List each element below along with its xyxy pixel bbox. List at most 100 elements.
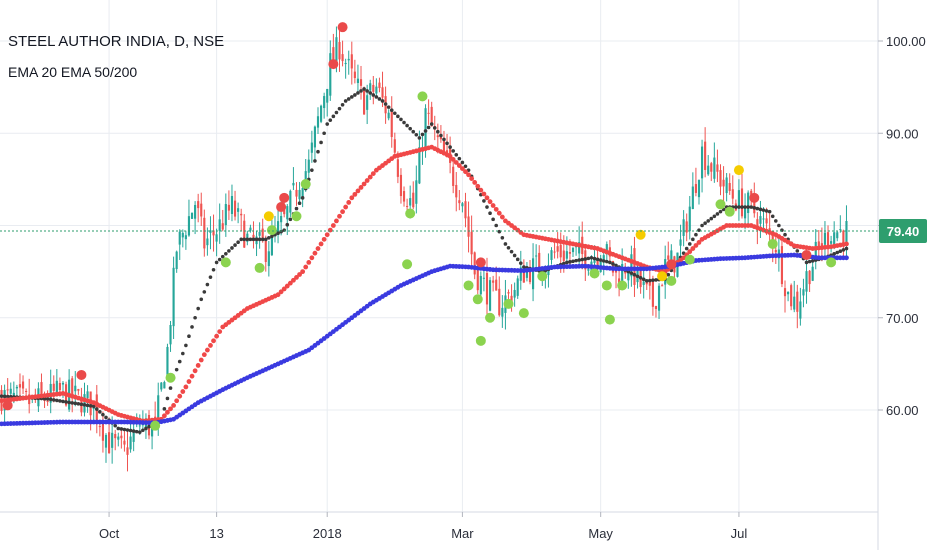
ema-point xyxy=(337,213,342,219)
ema-point xyxy=(322,131,326,136)
ema-point xyxy=(98,410,102,414)
ema-point xyxy=(297,201,302,206)
candle-body xyxy=(184,235,187,240)
ema-point xyxy=(605,259,609,264)
signal-dot-red xyxy=(276,202,287,213)
candle-body xyxy=(839,229,842,231)
ema-point xyxy=(734,205,738,209)
candle-body xyxy=(101,423,105,441)
candle-body xyxy=(842,230,845,245)
ema-point xyxy=(429,122,434,126)
ema-point xyxy=(629,271,634,275)
candle-body xyxy=(326,88,329,103)
candle-body xyxy=(86,391,89,399)
ema-point xyxy=(168,386,173,390)
candle-body xyxy=(329,53,332,96)
signal-dot-green xyxy=(417,91,428,102)
candle-body xyxy=(442,138,446,153)
signal-dot-red xyxy=(801,250,812,261)
ema-point xyxy=(365,89,369,93)
candle-body xyxy=(774,250,777,253)
ema-point xyxy=(67,400,71,405)
candle-body xyxy=(52,383,55,391)
ema-point xyxy=(168,406,173,412)
signal-dot-green xyxy=(503,298,514,309)
ema-point xyxy=(697,228,701,232)
ema-point xyxy=(58,399,62,403)
signal-dot-red xyxy=(328,59,339,70)
candle-body xyxy=(353,71,356,79)
ema-20-line xyxy=(0,87,849,434)
ema-point xyxy=(445,141,449,146)
candle-body xyxy=(61,382,65,385)
ema-point xyxy=(453,160,459,165)
last-price-badge: 79.40 xyxy=(879,219,927,244)
candle-body xyxy=(793,296,796,310)
signal-dot-red xyxy=(749,192,760,203)
candle-body xyxy=(58,382,61,391)
ema-point xyxy=(242,237,247,242)
ema-point xyxy=(482,199,486,203)
ema-point xyxy=(696,240,702,245)
signal-dot-red xyxy=(76,369,87,380)
candle-body xyxy=(233,200,237,217)
ema-point xyxy=(393,111,397,116)
ema-point xyxy=(687,242,692,246)
ema-point xyxy=(694,232,698,237)
ema-point xyxy=(195,363,201,368)
ema-point xyxy=(614,263,618,268)
ema-point xyxy=(608,260,612,265)
candle-body xyxy=(230,196,234,214)
candle-body xyxy=(627,271,630,281)
candle-body xyxy=(406,205,409,207)
candle-body xyxy=(363,89,366,115)
candle-body xyxy=(562,250,565,261)
ema-point xyxy=(275,292,281,298)
candle-body xyxy=(252,234,255,239)
ema-point xyxy=(309,255,315,261)
ema-point xyxy=(432,126,437,130)
time-axis[interactable]: Oct 13 2018 Mar May Jul xyxy=(99,512,747,541)
candle-body xyxy=(817,241,820,246)
time-tick-label: 13 xyxy=(209,526,223,541)
ema-point xyxy=(586,256,591,261)
ema-point xyxy=(500,236,505,240)
candle-body xyxy=(501,307,504,317)
ema-point xyxy=(122,427,127,432)
candle-body xyxy=(126,447,129,455)
candle-body xyxy=(479,275,482,295)
candle-body xyxy=(224,204,227,226)
ema-point xyxy=(270,234,274,239)
ema-point xyxy=(162,407,167,411)
ema-point xyxy=(654,278,658,282)
ema-point xyxy=(844,255,849,261)
ema-point xyxy=(740,205,744,209)
ema-point xyxy=(408,126,412,131)
candle-body xyxy=(661,285,664,287)
ema-point xyxy=(214,260,219,265)
ema-point xyxy=(128,428,133,433)
candle-body xyxy=(707,165,710,175)
candle-body xyxy=(799,301,802,319)
ema-point xyxy=(436,129,440,134)
ema-point xyxy=(79,402,84,407)
ema-point xyxy=(743,205,747,209)
ema-point xyxy=(426,125,431,130)
ema-point xyxy=(475,183,481,189)
ema-point xyxy=(300,196,305,200)
ema-point xyxy=(832,252,836,256)
legend-panel: STEEL AUTHOR INDIA, D, NSE EMA 20 EMA 50… xyxy=(8,32,224,82)
ema-point xyxy=(177,359,182,364)
candle-body xyxy=(765,218,768,224)
ema-point xyxy=(509,249,514,254)
candle-body xyxy=(670,250,673,262)
candle-body xyxy=(280,215,283,223)
ema-point xyxy=(755,206,760,211)
candle-body xyxy=(399,174,403,197)
ema-point xyxy=(497,229,502,234)
ema-point xyxy=(402,120,406,125)
ema-point xyxy=(469,176,475,182)
candle-body xyxy=(571,247,575,253)
